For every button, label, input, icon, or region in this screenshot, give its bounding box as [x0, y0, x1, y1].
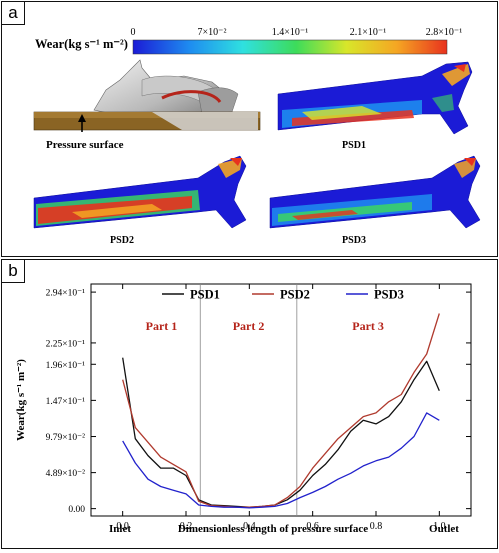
x-tick-label: 0.2 [180, 521, 193, 532]
x-end-label-outlet: Outlet [429, 523, 459, 535]
y-tick-label: 0.00 [68, 505, 85, 515]
x-tick-label: 0.0 [116, 521, 129, 532]
series-line-psd2 [122, 313, 440, 508]
region-dividers [199, 284, 298, 516]
x-axis-label: Dimensionless length of pressure surface [178, 523, 368, 535]
x-tick-label: 0.8 [370, 521, 383, 532]
wear-maps-figure: Wear(kg s⁻¹ m⁻²) 0 7×10⁻² 1.4×10⁻¹ 2.1×1… [33, 27, 481, 246]
colorbar-tick-4: 2.8×10⁻¹ [426, 27, 462, 38]
colorbar-title: Wear(kg s⁻¹ m⁻²) [35, 37, 128, 51]
region-label: Part 2 [233, 319, 265, 333]
region-labels: Part 1 Part 2 Part 3 [146, 319, 384, 333]
pressure-surface-arrow-head [78, 114, 86, 122]
wear-map-psd3 [269, 155, 481, 229]
y-axis-label: Wear(kg s⁻¹ m⁻²) [15, 359, 27, 441]
y-tick-label: 2.25×10⁻¹ [46, 339, 85, 349]
legend-label-psd2: PSD2 [280, 288, 310, 302]
wear-map-psd1 [277, 61, 473, 135]
y-tick-label: 4.89×10⁻² [46, 469, 85, 479]
map-label-psd2: PSD2 [110, 235, 134, 246]
legend: PSD1 PSD2 PSD3 [162, 288, 404, 302]
y-tick-label: 1.96×10⁻¹ [46, 361, 85, 371]
series-lines [122, 313, 440, 509]
panel-a-label: a [2, 2, 25, 25]
legend-label-psd3: PSD3 [374, 288, 404, 302]
colorbar [132, 39, 448, 55]
colorbar-tick-2: 1.4×10⁻¹ [272, 27, 308, 38]
colorbar-tick-1: 7×10⁻² [198, 27, 227, 38]
pressure-surface-label: Pressure surface [46, 139, 124, 151]
y-tick-label: 2.94×10⁻¹ [46, 289, 85, 299]
x-axis-ticks: 0.0 0.2 0.4 0.6 0.8 1.0 [116, 284, 446, 532]
region-label: Part 3 [352, 319, 384, 333]
series-line-psd1 [122, 357, 440, 508]
wear-map-psd2 [33, 155, 247, 229]
panel-a: a [1, 1, 498, 257]
pump-impeller-geometry [33, 59, 261, 131]
y-axis-ticks: 0.00 4.89×10⁻² 9.79×10⁻² 1.47×10⁻¹ 1.96×10⁻¹… [46, 289, 471, 515]
colorbar-tick-3: 2.1×10⁻¹ [350, 27, 386, 38]
panel-b-label: b [2, 260, 25, 283]
wear-line-chart: Part 1 Part 2 Part 3 0.00 4.89×10⁻² 9.79×10⁻… [15, 283, 472, 535]
x-end-label-inlet: Inlet [109, 523, 131, 535]
y-tick-label: 9.79×10⁻² [46, 433, 85, 443]
series-line-psd3 [122, 412, 440, 509]
map-label-psd1: PSD1 [342, 140, 366, 151]
legend-label-psd1: PSD1 [190, 288, 220, 302]
region-label: Part 1 [146, 319, 178, 333]
x-tick-label: 0.6 [306, 521, 319, 532]
x-tick-label: 1.0 [433, 521, 446, 532]
map-label-psd3: PSD3 [342, 235, 366, 246]
panel-b: b Part 1 Part 2 Part 3 0.00 4.89×10⁻² 9.79×1… [1, 259, 498, 549]
x-tick-label: 0.4 [243, 521, 256, 532]
y-tick-label: 1.47×10⁻¹ [46, 397, 85, 407]
colorbar-tick-0: 0 [131, 27, 136, 38]
